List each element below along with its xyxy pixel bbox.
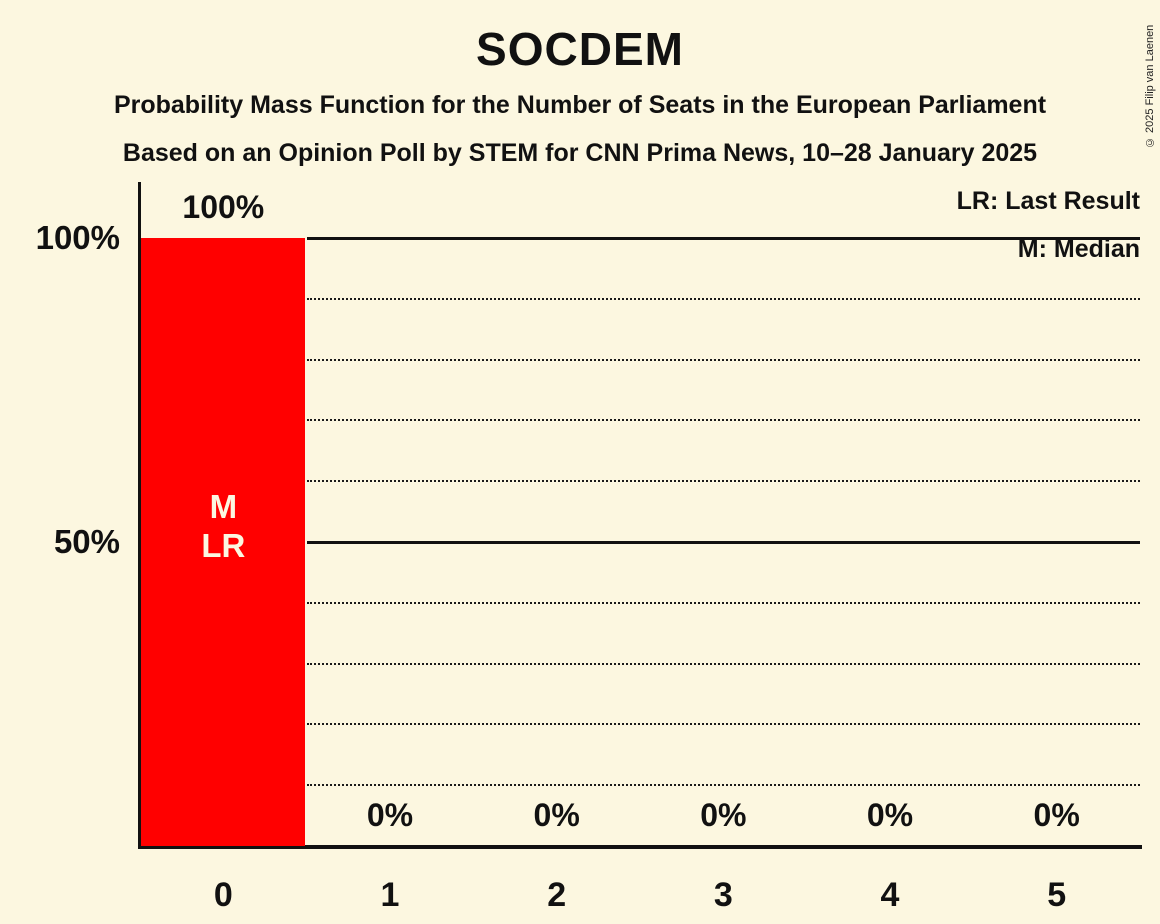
copyright-note: © 2025 Filip van Laenen bbox=[1144, 24, 1156, 148]
x-tick-label-4: 4 bbox=[880, 876, 900, 914]
gridline-dotted-90 bbox=[306, 297, 1140, 300]
bar-0 bbox=[141, 238, 305, 846]
gridline-dotted-80 bbox=[306, 358, 1140, 361]
x-tick-label-5: 5 bbox=[1047, 876, 1067, 914]
gridline-dotted-40 bbox=[306, 601, 1140, 604]
x-axis bbox=[138, 845, 1142, 849]
gridline-dotted-60 bbox=[306, 480, 1140, 483]
x-tick-label-2: 2 bbox=[547, 876, 567, 914]
gridline-dotted-20 bbox=[306, 723, 1140, 726]
gridline-dotted-30 bbox=[306, 662, 1140, 665]
legend-last-result: LR: Last Result bbox=[956, 187, 1140, 215]
x-tick-label-3: 3 bbox=[713, 876, 733, 914]
bar-value-label-4: 0% bbox=[866, 797, 914, 833]
bar-annotation-median-lastresult: M LR bbox=[143, 487, 303, 565]
y-axis-label-100: 100% bbox=[35, 219, 120, 256]
gridline-solid-100 bbox=[306, 236, 1140, 240]
bar-value-label-2: 0% bbox=[533, 797, 580, 833]
x-tick-label-1: 1 bbox=[380, 876, 400, 914]
y-axis-label-50: 50% bbox=[53, 523, 120, 560]
gridline-solid-50 bbox=[306, 540, 1140, 544]
bar-value-label-1: 0% bbox=[366, 797, 414, 833]
legend-median: M: Median bbox=[1017, 235, 1140, 263]
page-title: SOCDEM bbox=[476, 23, 684, 75]
chart-subtitle-line2: Based on an Opinion Poll by STEM for CNN… bbox=[122, 139, 1038, 167]
bar-value-label-3: 0% bbox=[700, 797, 747, 833]
bar-value-label-0: 100% bbox=[182, 189, 265, 225]
y-axis bbox=[138, 182, 141, 849]
gridline-dotted-10 bbox=[306, 784, 1140, 787]
bar-annotation-line: M bbox=[209, 488, 238, 525]
bar-value-label-5: 0% bbox=[1033, 797, 1080, 833]
chart-subtitle-line1: Probability Mass Function for the Number… bbox=[113, 91, 1047, 119]
x-tick-label-0: 0 bbox=[213, 876, 233, 914]
bar-annotation-line: LR bbox=[201, 527, 246, 564]
gridline-dotted-70 bbox=[306, 419, 1140, 422]
